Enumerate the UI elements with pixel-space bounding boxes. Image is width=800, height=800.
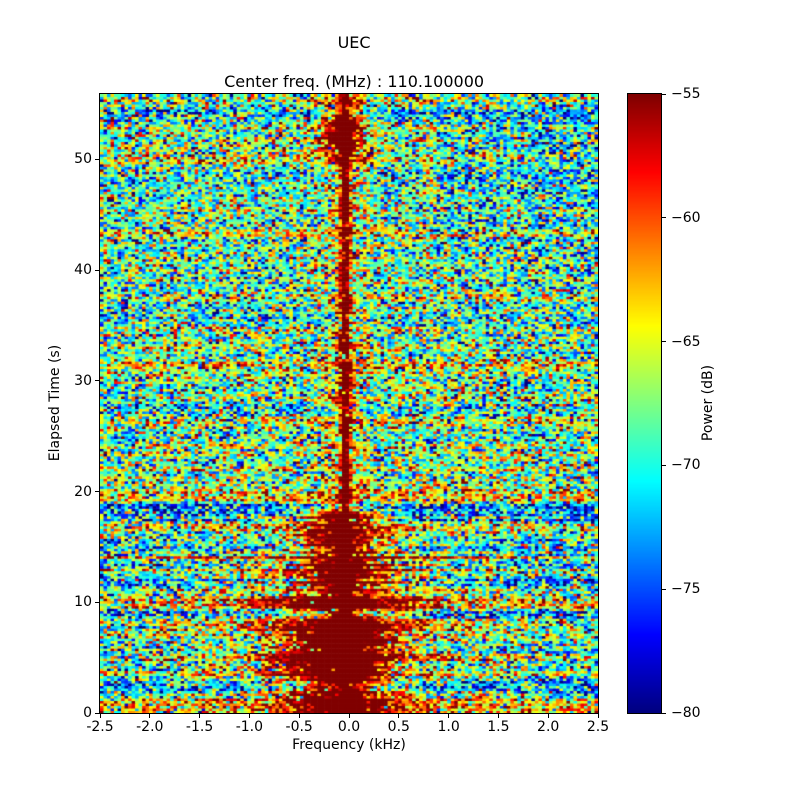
colorbar-tick-mark xyxy=(661,93,666,95)
y-tick-label: 20 xyxy=(74,483,92,500)
colorbar-frame xyxy=(627,93,662,714)
y-tick-label: 0 xyxy=(83,705,92,721)
y-tick-mark xyxy=(95,601,100,603)
x-tick-mark xyxy=(199,713,201,718)
spectrogram-canvas xyxy=(100,94,598,713)
x-tick-mark xyxy=(497,713,499,718)
y-tick-mark xyxy=(95,269,100,271)
x-tick-mark xyxy=(547,713,549,718)
colorbar-tick-mark xyxy=(661,588,666,590)
colorbar-tick-label: −60 xyxy=(671,209,701,226)
colorbar-tick-mark xyxy=(661,217,666,219)
colorbar-tick-label: −70 xyxy=(671,457,701,474)
y-tick-mark xyxy=(95,380,100,382)
y-tick-mark xyxy=(95,491,100,493)
x-tick-label: -2.0 xyxy=(136,719,164,735)
x-tick-mark xyxy=(398,713,400,718)
x-tick-mark xyxy=(149,713,151,718)
y-tick-label: 50 xyxy=(74,151,92,168)
y-tick-label: 40 xyxy=(74,262,92,279)
x-tick-mark xyxy=(597,713,599,718)
colorbar-tick-label: −80 xyxy=(671,705,701,721)
colorbar-label: Power (dB) xyxy=(700,364,716,442)
y-tick-label: 30 xyxy=(74,372,92,389)
spectrogram-frame xyxy=(99,93,599,714)
colorbar-tick-label: −55 xyxy=(671,86,701,102)
x-tick-mark xyxy=(298,713,300,718)
colorbar-tick-mark xyxy=(661,464,666,466)
colorbar-tick-label: −65 xyxy=(671,333,701,350)
x-tick-label: 1.0 xyxy=(437,719,460,735)
x-tick-label: 2.5 xyxy=(586,719,610,735)
x-tick-mark xyxy=(248,713,250,718)
x-tick-label: -0.5 xyxy=(285,719,313,735)
x-tick-label: 0.0 xyxy=(337,719,361,735)
x-tick-label: -1.0 xyxy=(235,719,264,735)
colorbar-tick-label: −75 xyxy=(671,581,701,598)
x-tick-label: -2.5 xyxy=(86,719,114,735)
x-tick-label: -1.5 xyxy=(185,719,214,735)
title-line-main: UEC xyxy=(337,32,371,52)
x-axis-label: Frequency (kHz) xyxy=(292,737,406,753)
x-tick-mark xyxy=(99,713,101,718)
y-axis-label: Elapsed Time (s) xyxy=(47,344,63,462)
y-tick-mark xyxy=(95,158,100,160)
x-tick-label: 2.0 xyxy=(537,719,560,735)
colorbar-tick-mark xyxy=(661,712,666,714)
title-line-center-freq: Center freq. (MHz) : 110.100000 xyxy=(224,71,485,91)
colorbar-tick-mark xyxy=(661,341,666,343)
x-tick-mark xyxy=(348,713,350,718)
x-tick-mark xyxy=(448,713,450,718)
x-tick-label: 0.5 xyxy=(387,719,410,735)
x-tick-label: 1.5 xyxy=(487,719,510,735)
colorbar-canvas xyxy=(628,94,661,713)
y-tick-mark xyxy=(95,712,100,714)
y-tick-label: 10 xyxy=(74,594,92,611)
